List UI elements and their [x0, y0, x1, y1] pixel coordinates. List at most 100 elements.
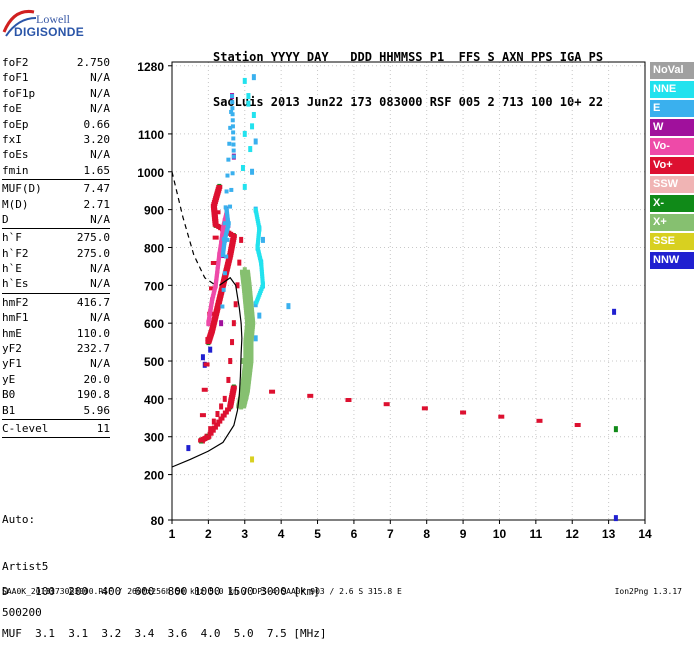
- x-tick-label: 2: [205, 527, 212, 541]
- param-name: h`F2: [2, 246, 29, 260]
- echo-band-e: [229, 109, 234, 114]
- echo-band-voplus: [574, 422, 581, 427]
- legend-item-xplus: X+: [650, 214, 694, 231]
- param-row: foEs N/A: [2, 147, 110, 162]
- station-header: Station YYYY DAY DDD HHMMSS P1 FFS S AXN…: [213, 20, 603, 125]
- param-name: B0: [2, 388, 16, 402]
- x-tick-label: 7: [387, 527, 394, 541]
- echo-band-voplus: [203, 362, 210, 367]
- param-name: h`E: [2, 262, 22, 276]
- echo-band-e: [226, 157, 231, 162]
- param-separator: [2, 179, 110, 181]
- param-value: N/A: [90, 311, 110, 325]
- echo-point-voplus: [239, 236, 244, 243]
- param-row: yF1 N/A: [2, 356, 110, 371]
- param-value: 0.66: [83, 117, 111, 131]
- param-name: h`F: [2, 231, 22, 245]
- echo-band-nne: [260, 276, 265, 281]
- y-tick-label: 80: [151, 514, 165, 528]
- echo-band-e: [226, 221, 231, 226]
- distance-muf-table: D 100 200 400 600 800 1000 1500 3000 [km…: [2, 557, 327, 655]
- echo-point-nnw: [612, 308, 617, 315]
- echo-point-nne: [248, 146, 253, 153]
- y-tick-label: 1100: [138, 128, 164, 142]
- echo-band-e: [231, 148, 236, 153]
- param-name: B1: [2, 403, 16, 417]
- muf-row: MUF 3.1 3.1 3.2 3.4 3.6 4.0 5.0 7.5 [MHz…: [2, 627, 327, 640]
- y-tick-label: 500: [144, 355, 164, 369]
- x-tick-label: 1: [169, 527, 176, 541]
- param-name: C-level: [2, 421, 49, 435]
- echo-band-nne: [260, 281, 265, 286]
- param-row: fxI 3.20: [2, 132, 110, 147]
- echo-band-voplus: [207, 431, 214, 436]
- y-tick-label: 700: [144, 279, 164, 293]
- legend-item-voplus: Vo+: [650, 157, 694, 174]
- echo-band-nne: [260, 274, 265, 279]
- y-tick-label: 800: [144, 241, 164, 255]
- echo-band-e: [230, 171, 235, 176]
- param-row: foF1p N/A: [2, 86, 110, 101]
- echo-point-voplus: [237, 259, 242, 266]
- echo-point-voplus: [219, 403, 224, 410]
- echo-point-voplus: [215, 411, 220, 418]
- echo-point-sse: [250, 456, 255, 463]
- param-name: hmF1: [2, 311, 29, 325]
- param-value: 275.0: [76, 231, 110, 245]
- echo-band-nne: [260, 278, 265, 283]
- x-tick-label: 6: [351, 527, 358, 541]
- param-name: MUF(D): [2, 182, 42, 196]
- echo-band-e: [230, 124, 235, 129]
- plot-frame: [171, 61, 646, 521]
- echo-band-voplus: [199, 413, 206, 418]
- polarization-legend: NoVal NNE E W Vo- Vo+ SSW X- X+ SSE NNW: [650, 62, 694, 271]
- echo-band-voplus: [212, 235, 219, 240]
- echo-band-e: [221, 237, 226, 242]
- param-value: N/A: [90, 277, 110, 291]
- param-value: 2.71: [83, 197, 111, 211]
- param-value: 11: [96, 421, 110, 435]
- echo-point-nne: [242, 77, 247, 84]
- param-name: M(D): [2, 197, 29, 211]
- param-separator: [2, 228, 110, 230]
- echo-band-voplus: [225, 407, 232, 412]
- param-name: D: [2, 212, 9, 226]
- param-row: hmF2 416.7: [2, 295, 110, 310]
- x-tick-label: 5: [314, 527, 321, 541]
- echo-point-nnw: [613, 515, 618, 522]
- electron-density-profile: [171, 276, 243, 468]
- echo-band-voplus: [209, 286, 216, 291]
- param-separator: [2, 437, 110, 439]
- param-separator: [2, 292, 110, 294]
- param-row: M(D) 2.71: [2, 197, 110, 212]
- param-row: fmin 1.65: [2, 163, 110, 178]
- echo-point-nne: [240, 164, 245, 171]
- legend-item-w: W: [650, 119, 694, 136]
- echo-band-e: [231, 136, 236, 141]
- echo-band-e: [225, 173, 230, 178]
- y-tick-label: 200: [144, 469, 164, 483]
- echo-point-e: [253, 138, 258, 145]
- echo-band-e: [227, 141, 232, 146]
- echo-point-voplus: [235, 282, 240, 289]
- param-value: 20.0: [83, 372, 111, 386]
- legend-item-vominus: Vo-: [650, 138, 694, 155]
- y-tick-label: 400: [144, 393, 164, 407]
- param-name: yF1: [2, 357, 22, 371]
- echo-band-voplus: [460, 410, 467, 415]
- echo-band-voplus: [216, 184, 223, 189]
- echo-band-voplus: [421, 406, 428, 411]
- x-tick-label: 11: [530, 527, 543, 541]
- y-tick-label: 1280: [137, 60, 164, 74]
- echo-point-e: [286, 303, 291, 310]
- legend-item-xminus: X-: [650, 195, 694, 212]
- x-tick-label: 14: [638, 527, 652, 541]
- param-row: foF1 N/A: [2, 70, 110, 85]
- legend-item-ssw: SSW: [650, 176, 694, 193]
- echo-point-nne: [246, 93, 251, 100]
- echo-band-e: [222, 221, 227, 226]
- echo-band-voplus: [209, 428, 216, 433]
- echo-band-voplus: [222, 410, 229, 415]
- echo-band-e: [228, 204, 233, 209]
- echo-point-e: [253, 335, 258, 342]
